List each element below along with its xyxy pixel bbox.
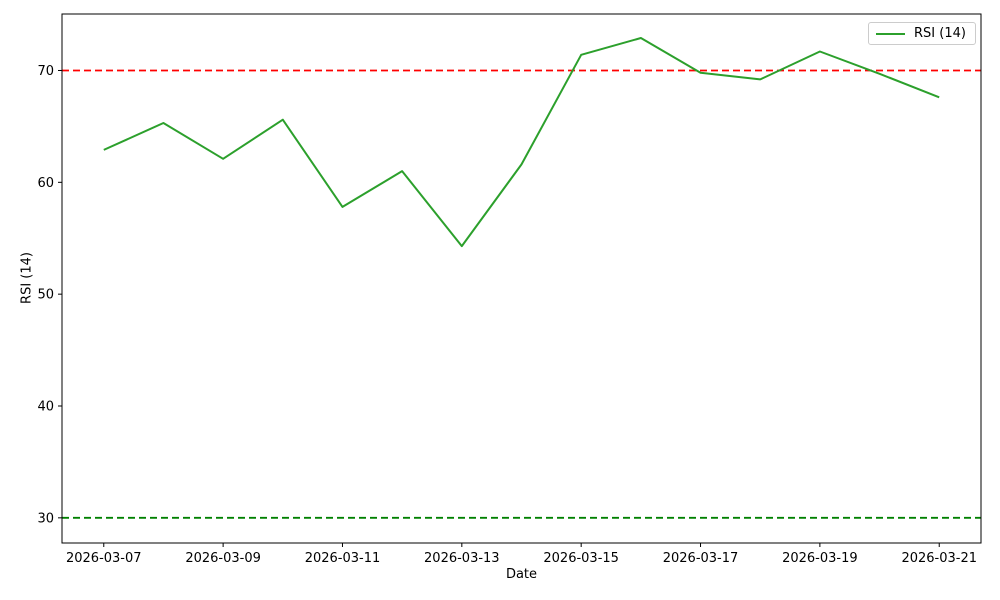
x-tick-label: 2026-03-07: [66, 551, 142, 566]
x-tick-label: 2026-03-15: [543, 551, 619, 566]
x-tick-label: 2026-03-09: [185, 551, 261, 566]
y-tick-label: 50: [37, 288, 54, 303]
x-tick-label: 2026-03-13: [424, 551, 500, 566]
y-tick-label: 30: [37, 511, 54, 526]
legend: RSI (14): [868, 22, 976, 45]
x-tick-label: 2026-03-19: [782, 551, 858, 566]
plot-border: [61, 13, 982, 544]
legend-line-swatch: [876, 32, 905, 35]
y-tick-label: 40: [37, 399, 54, 414]
x-axis-label: Date: [505, 567, 538, 582]
x-tick-label: 2026-03-11: [305, 551, 381, 566]
x-tick-label: 2026-03-21: [901, 551, 977, 566]
x-tick-label: 2026-03-17: [663, 551, 739, 566]
y-axis-label: RSI (14): [19, 252, 35, 304]
rsi-line: [103, 37, 940, 248]
y-tick-label: 70: [37, 64, 54, 79]
legend-label: RSI (14): [914, 26, 966, 41]
y-tick-label: 60: [37, 176, 54, 191]
